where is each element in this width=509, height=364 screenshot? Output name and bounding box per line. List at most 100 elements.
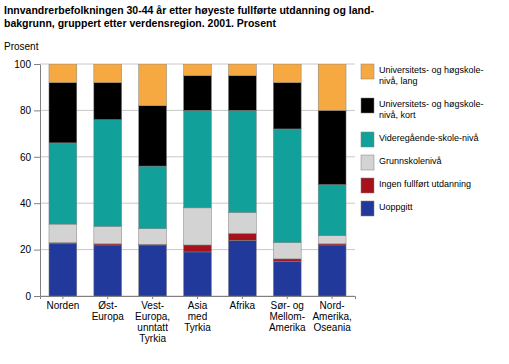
legend-swatch xyxy=(361,64,374,79)
y-tick-mark xyxy=(34,157,40,158)
y-tick: 20 xyxy=(20,244,40,255)
y-tick-label: 60 xyxy=(20,152,32,163)
x-tick-label-line: Amerika, xyxy=(312,311,351,322)
series xyxy=(49,240,346,296)
series xyxy=(49,110,346,242)
x-tick: Vest-Europa,unntattTyrkia xyxy=(135,296,170,344)
x-tick-mark xyxy=(242,296,243,299)
bar-segment xyxy=(94,245,122,296)
bar-segment xyxy=(228,64,256,76)
x-tick-label-line: Norden xyxy=(46,300,79,311)
bar-segment xyxy=(184,110,212,207)
legend-label-line: Uoppgitt xyxy=(379,202,413,212)
title: Innvandrerbefolkningen 30-44 år etter hø… xyxy=(4,4,374,29)
bar-segment xyxy=(228,212,256,233)
x-tick-mark xyxy=(287,296,288,299)
legend-label: Universitets- og høgskole-nivå, kort xyxy=(379,99,484,120)
x-tick-mark xyxy=(332,296,333,299)
y-tick-mark xyxy=(34,64,40,65)
legend: Universitets- og høgskole-nivå, langUniv… xyxy=(361,64,484,216)
x-tick-label-line: Oseania xyxy=(313,322,351,333)
bar-segment xyxy=(184,252,212,296)
bar-segment xyxy=(318,245,346,296)
title-line: bakgrunn, gruppert etter verdensregion. … xyxy=(4,17,276,29)
y-tick-mark xyxy=(34,110,40,111)
x-tick-label-line: Amerika xyxy=(269,322,306,333)
legend-item: Universitets- og høgskole-nivå, lang xyxy=(361,64,484,86)
x-tick-label-line: Mellom- xyxy=(269,311,305,322)
y-tick-mark xyxy=(34,250,40,251)
y-tick-mark xyxy=(34,296,40,297)
x-tick-label: Øst-Europa xyxy=(92,300,125,322)
legend-label-line: Universitets- og høgskole- xyxy=(379,65,484,75)
y-tick-label: 40 xyxy=(20,198,32,209)
legend-label: Videregående-skole-nivå xyxy=(379,133,478,143)
x-tick-label-line: Tyrkia xyxy=(184,322,211,333)
x-tick-label: Sør- ogMellom-Amerika xyxy=(269,300,306,333)
x-tick-label-line: Europa xyxy=(92,311,125,322)
y-tick: 80 xyxy=(20,105,40,116)
x-tick-mark xyxy=(152,296,153,299)
bar-segment xyxy=(228,76,256,111)
x-tick-label-line: Vest- xyxy=(141,300,164,311)
bar-segment xyxy=(49,224,77,243)
bar-segment xyxy=(94,64,122,83)
legend-swatch xyxy=(361,155,374,170)
x-tick-label-line: Nord- xyxy=(320,300,345,311)
bar-segment xyxy=(228,110,256,212)
bar-segment xyxy=(228,233,256,240)
bar-segment xyxy=(273,243,301,259)
bar-segment xyxy=(184,64,212,76)
series xyxy=(49,64,346,110)
legend-swatch xyxy=(361,132,374,147)
bar-segment xyxy=(139,64,167,106)
x-tick-label-line: unntatt xyxy=(137,322,168,333)
bar-segment xyxy=(139,229,167,245)
legend-label-line: Universitets- og høgskole- xyxy=(379,99,484,109)
legend-label: Uoppgitt xyxy=(379,202,413,212)
legend-label-line: Videregående-skole-nivå xyxy=(379,133,478,143)
legend-label-line: Grunnskolenivå xyxy=(379,156,442,166)
legend-label-line: Ingen fullført utdanning xyxy=(379,179,471,189)
y-tick-mark xyxy=(34,203,40,204)
bar-segment xyxy=(49,244,77,296)
y-axis: 020406080100 xyxy=(14,59,40,302)
legend-label: Grunnskolenivå xyxy=(379,156,442,166)
bar-segment xyxy=(139,245,167,296)
bar-segment xyxy=(318,64,346,110)
x-tick: AsiamedTyrkia xyxy=(184,296,211,333)
bars xyxy=(49,64,346,296)
bar-segment xyxy=(184,245,212,252)
y-axis-label: Prosent xyxy=(4,41,39,52)
legend-item: Uoppgitt xyxy=(361,201,413,216)
bar-segment xyxy=(318,185,346,236)
x-tick-label-line: Afrika xyxy=(230,300,256,311)
y-tick-label: 80 xyxy=(20,105,32,116)
x-tick: Afrika xyxy=(230,296,256,311)
legend-item: Universitets- og høgskole-nivå, kort xyxy=(361,98,484,120)
bar-segment xyxy=(94,120,122,227)
title-line: Innvandrerbefolkningen 30-44 år etter hø… xyxy=(4,4,374,16)
bar-segment xyxy=(318,236,346,244)
bar-segment xyxy=(94,83,122,120)
bar-segment xyxy=(49,64,77,83)
y-tick: 60 xyxy=(20,152,40,163)
legend-item: Videregående-skole-nivå xyxy=(361,132,478,147)
bar-segment xyxy=(273,129,301,243)
bar-segment xyxy=(94,226,122,243)
y-tick-label: 0 xyxy=(25,291,31,302)
x-tick: Norden xyxy=(46,296,79,311)
y-tick: 40 xyxy=(20,198,40,209)
x-axis: Norden Øst-Europa Vest-Europa,unntattTyrki… xyxy=(41,296,356,344)
series xyxy=(49,76,346,185)
y-axis-line xyxy=(40,65,41,297)
plot: 020406080100NordenØst-EuropaVest-Europa,… xyxy=(14,59,355,344)
x-tick-label-line: Tyrkia xyxy=(139,333,166,344)
bar-segment xyxy=(273,64,301,83)
bar-segment xyxy=(273,261,301,296)
x-tick-label: Vest-Europa,unntattTyrkia xyxy=(135,300,170,344)
legend-label-line: nivå, lang xyxy=(379,76,418,86)
legend-label: Ingen fullført utdanning xyxy=(379,179,471,189)
bar-segment xyxy=(318,110,346,184)
bar-segment xyxy=(139,106,167,166)
